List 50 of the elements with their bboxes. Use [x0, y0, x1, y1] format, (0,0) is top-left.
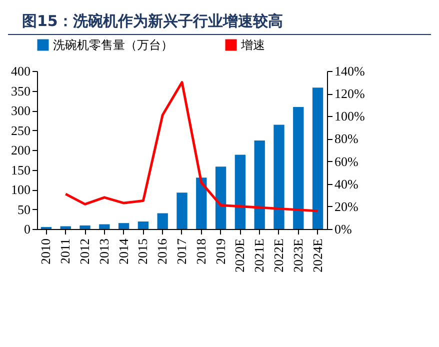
y2-tick-label: 120%	[334, 86, 365, 102]
y-tick-label: 400	[11, 64, 30, 78]
bar	[176, 192, 188, 229]
y-tick-label: 200	[11, 142, 30, 158]
x-tick-label: 2010	[38, 238, 54, 264]
y-tick-label: 350	[11, 83, 30, 98]
y-tick-label: 0	[24, 222, 30, 236]
y-tick-label: 100	[11, 182, 30, 197]
chart-title: 图15：洗碗机作为新兴子行业增速较高	[8, 0, 431, 35]
bar	[196, 178, 207, 229]
x-tick-label: 2017	[174, 238, 189, 264]
y2-tick-label: 20%	[334, 198, 358, 214]
bar	[293, 106, 304, 229]
y2-tick-label: 60%	[334, 154, 358, 169]
y-tick-label: 250	[11, 122, 30, 138]
x-tick-label: 2014	[116, 238, 131, 264]
y-tick-label: 50	[18, 202, 30, 217]
x-tick-label: 2024E	[310, 238, 325, 272]
bar	[215, 166, 226, 229]
y2-tick-label: 0%	[334, 222, 352, 236]
x-tick-label: 2021E	[252, 238, 267, 272]
legend-label: 增速	[240, 38, 265, 52]
y2-tick-label: 80%	[334, 131, 358, 146]
bar	[254, 140, 265, 229]
bar	[274, 124, 284, 229]
bar	[118, 223, 130, 229]
y2-tick-label: 140%	[334, 64, 365, 78]
x-tick-label: 2018	[193, 238, 208, 264]
x-tick-label: 2015	[135, 238, 150, 264]
x-tick-label: 2022E	[270, 238, 286, 272]
x-tick-label: 2023E	[290, 238, 306, 272]
x-tick-label: 2019	[212, 238, 228, 264]
x-tick-label: 2012	[77, 238, 92, 264]
legend-label: 洗碗机零售量（万台）	[53, 38, 173, 52]
bar	[80, 225, 90, 229]
line-series	[64, 81, 320, 212]
x-tick-label: 2016	[154, 238, 170, 264]
bar	[60, 226, 71, 229]
bar	[99, 224, 110, 229]
bar	[157, 213, 168, 229]
bar	[312, 88, 324, 229]
y-tick-label: 300	[11, 103, 30, 118]
x-tick-label: 2020E	[232, 238, 248, 272]
bar	[234, 154, 246, 229]
y-tick-label: 150	[11, 162, 30, 178]
bar	[138, 221, 149, 229]
y2-tick-label: 100%	[334, 108, 365, 124]
y2-tick-label: 40%	[334, 176, 358, 192]
x-tick-label: 2013	[96, 238, 112, 264]
x-tick-label: 2011	[58, 238, 73, 264]
